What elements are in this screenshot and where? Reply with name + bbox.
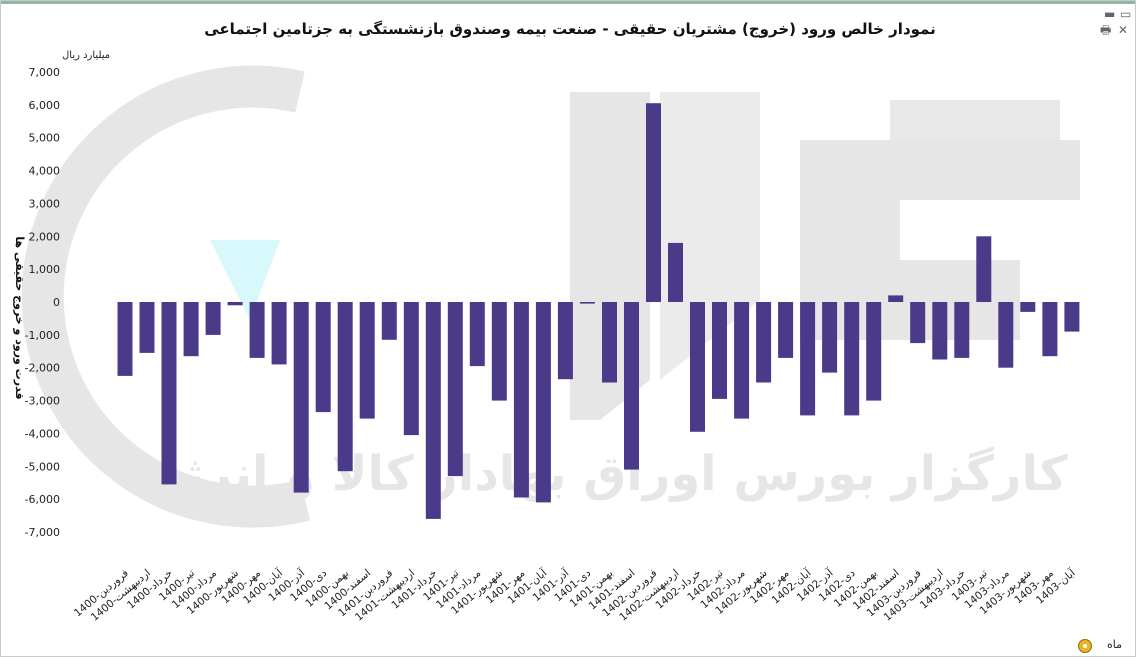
- bar: [381, 302, 397, 340]
- watermark-top-block: [890, 100, 1060, 150]
- bar: [844, 302, 860, 416]
- y-tick-label: -6,000: [25, 493, 60, 506]
- y-tick-label: -4,000: [25, 427, 60, 440]
- bar: [734, 302, 750, 419]
- bar: [756, 302, 772, 383]
- bar: [646, 103, 661, 302]
- bar: [139, 302, 155, 353]
- bar: [359, 302, 375, 419]
- maximize-icon[interactable]: ▭: [1120, 7, 1132, 21]
- bar: [866, 302, 882, 401]
- bar: [932, 302, 948, 360]
- watermark-accent-shape: [210, 240, 280, 320]
- bar: [403, 302, 419, 436]
- y-tick-label: 3,000: [29, 197, 61, 210]
- bar: [315, 302, 331, 413]
- bar: [579, 302, 595, 304]
- bar: [888, 295, 904, 302]
- bar: [910, 302, 926, 344]
- bar: [690, 302, 705, 432]
- bar: [271, 302, 287, 365]
- refresh-icon[interactable]: [1078, 639, 1092, 653]
- print-icon[interactable]: 🖶: [1100, 23, 1112, 37]
- y-tick-label: 4,000: [29, 165, 61, 178]
- bar: [469, 302, 485, 367]
- y-tick-label: 6,000: [29, 99, 61, 112]
- unit-label: میلیارد ریال: [62, 50, 110, 61]
- bar: [1020, 302, 1036, 312]
- watermark-text: کارگزار بورس اوراق بهادار کالا و انرژی: [133, 446, 1068, 502]
- minimize-icon[interactable]: ▬: [1104, 7, 1116, 21]
- bar: [249, 302, 265, 358]
- bar: [205, 302, 221, 335]
- y-tick-label: -5,000: [25, 460, 60, 473]
- watermark-arc: [21, 65, 311, 528]
- y-tick-label: 0: [53, 296, 60, 309]
- bar: [712, 302, 727, 399]
- y-tick-label: -1,000: [25, 329, 60, 342]
- bar: [337, 302, 353, 472]
- y-tick-label: 2,000: [29, 230, 61, 243]
- y-axis-label: قدرت ورود و خروج حقیقی ها: [12, 236, 26, 399]
- watermark-logo: کارگزار بورس اوراق بهادار کالا و انرژی: [21, 65, 1080, 528]
- bar: [800, 302, 816, 416]
- bar: [513, 302, 529, 498]
- chart-title: نمودار خالص ورود (خروج) مشتریان حقیقی - …: [204, 20, 936, 38]
- bar: [293, 302, 309, 493]
- bar: [557, 302, 573, 380]
- bar: [491, 302, 507, 401]
- bars: [117, 103, 1080, 519]
- bar: [183, 302, 199, 357]
- y-tick-label: -3,000: [25, 395, 60, 408]
- bar: [976, 236, 992, 302]
- bar: [447, 302, 463, 477]
- bar: [954, 302, 970, 358]
- bar: [425, 302, 441, 519]
- bar: [117, 302, 133, 376]
- watermark-block: [800, 140, 1080, 340]
- bar: [227, 302, 243, 306]
- bar: [822, 302, 838, 373]
- y-tick-label: -7,000: [25, 526, 60, 539]
- period-label: ماه: [1106, 638, 1122, 651]
- y-tick-label: 5,000: [29, 132, 61, 145]
- bar: [624, 302, 639, 470]
- bar: [668, 242, 683, 302]
- y-ticks: 7,000 6,000 5,000 4,000 3,000 2,000 1,000 0 -1,0…: [25, 66, 60, 539]
- bar: [602, 302, 617, 383]
- y-tick-label: 7,000: [29, 66, 61, 79]
- y-tick-label: 1,000: [29, 263, 61, 276]
- bar: [998, 302, 1014, 368]
- y-tick-label: -2,000: [25, 362, 60, 375]
- export-excel-icon[interactable]: ✕: [1118, 23, 1129, 37]
- bar: [1042, 302, 1058, 357]
- window-top-strip: [0, 0, 1136, 4]
- bar: [778, 302, 794, 358]
- bar: [1064, 302, 1080, 332]
- bar: [535, 302, 551, 503]
- x-ticks: 1400-فروردین1400-اردیبهشت1400-خرداد1400-…: [72, 566, 1079, 624]
- bar: [161, 302, 177, 485]
